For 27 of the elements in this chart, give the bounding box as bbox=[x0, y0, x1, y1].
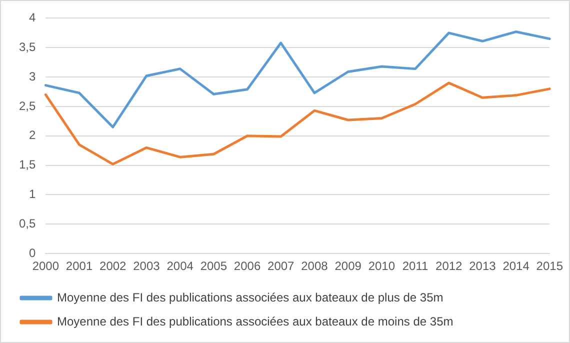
y-tick-label: 2 bbox=[28, 128, 36, 142]
x-tick-label: 2001 bbox=[66, 259, 93, 274]
x-tick-label: 2006 bbox=[234, 259, 261, 274]
x-tick-label: 2013 bbox=[469, 259, 496, 274]
y-tick-label: 3 bbox=[28, 69, 36, 84]
y-tick-label: 1 bbox=[28, 187, 36, 202]
x-tick-label: 2012 bbox=[436, 259, 463, 274]
x-tick-label: 2004 bbox=[166, 259, 194, 274]
x-tick-label: 2008 bbox=[301, 259, 328, 274]
x-tick-label: 2009 bbox=[334, 259, 362, 274]
x-tick-label: 2010 bbox=[368, 259, 396, 274]
y-tick-label: 0,5 bbox=[18, 216, 36, 230]
legend-label: Moyenne des FI des publications associées aux bateaux de plus de 35m bbox=[57, 290, 444, 304]
x-tick-label: 2002 bbox=[100, 259, 127, 274]
y-tick-label: 1,5 bbox=[18, 158, 36, 172]
x-tick-label: 2015 bbox=[536, 259, 564, 274]
x-tick-label: 2000 bbox=[32, 259, 60, 274]
y-tick-label: 3,5 bbox=[18, 40, 36, 54]
y-tick-label: 2,5 bbox=[18, 98, 36, 113]
x-tick-label: 2011 bbox=[402, 259, 428, 274]
x-tick-label: 2007 bbox=[268, 259, 295, 274]
y-tick-label: 0 bbox=[28, 246, 36, 260]
legend-label: Moyenne des FI des publications associées aux bateaux de moins de 35m bbox=[57, 314, 454, 328]
x-tick-label: 2014 bbox=[502, 259, 530, 274]
y-tick-label: 4 bbox=[28, 10, 36, 25]
x-tick-label: 2003 bbox=[133, 259, 160, 274]
x-tick-label: 2005 bbox=[200, 259, 228, 274]
